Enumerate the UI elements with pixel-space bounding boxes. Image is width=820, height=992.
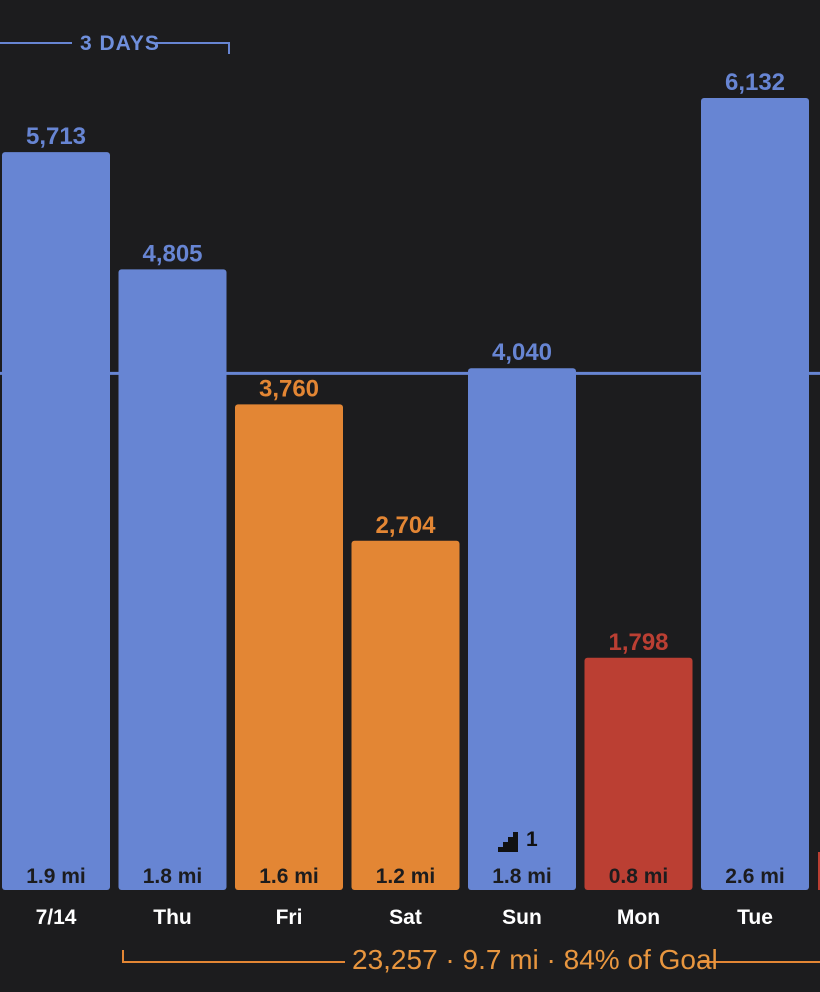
bar [701,98,809,890]
value-label: 4,805 [142,240,202,267]
bar [468,368,576,891]
summary-bracket-left [122,950,345,963]
day-label: Thu [153,906,191,929]
bar [118,269,227,891]
distance-label: 2.6 mi [725,865,785,888]
bar [2,152,110,890]
distance-label: 1.2 mi [376,865,436,888]
weekly-summary: 23,257 · 9.7 mi · 84% of Goal [352,944,718,975]
day-label: Fri [276,906,303,929]
stairs-icon [498,832,518,852]
value-label: 3,760 [259,375,319,402]
value-label: 5,713 [26,123,86,150]
day-label: Sat [389,906,422,929]
bar-group-tue: 6,132 2.6 mi Tue [701,69,809,929]
bar-group-thu: 4,805 1.8 mi Thu [118,240,227,929]
bar-group-fri: 3,760 1.6 mi Fri [235,375,343,929]
summary-bracket [122,950,820,963]
bar [584,657,693,890]
bar [235,404,343,890]
bar-group-7-14: 5,713 1.9 mi 7/14 [2,123,110,929]
distance-label: 1.8 mi [492,865,552,888]
bar-group-sat: 2,704 1.2 mi Sat [351,512,460,929]
bar-group-sun: 4,040 1.8 mi Sun 1 [468,339,576,929]
streak-label: 3 DAYS [80,32,160,55]
flights-count: 1 [526,828,538,851]
day-label: Mon [617,906,660,929]
streak-bracket [0,42,230,54]
value-label: 4,040 [492,339,552,366]
distance-label: 1.8 mi [143,865,203,888]
next-bar-partial [818,852,820,890]
day-label: Sun [502,906,542,929]
streak-bracket-right [156,42,230,54]
bar-group-mon: 1,798 0.8 mi Mon [584,629,693,929]
distance-label: 1.9 mi [26,865,86,888]
distance-label: 0.8 mi [609,865,669,888]
day-label: 7/14 [36,906,77,929]
day-label: Tue [737,906,773,929]
value-label: 2,704 [375,512,436,539]
bar [351,540,460,890]
distance-label: 1.6 mi [259,865,319,888]
value-label: 1,798 [608,629,668,656]
bars-group: 5,713 1.9 mi 7/14 4,805 1.8 mi Thu 3,760 1.6 mi… [2,69,820,929]
value-label: 6,132 [725,69,785,96]
